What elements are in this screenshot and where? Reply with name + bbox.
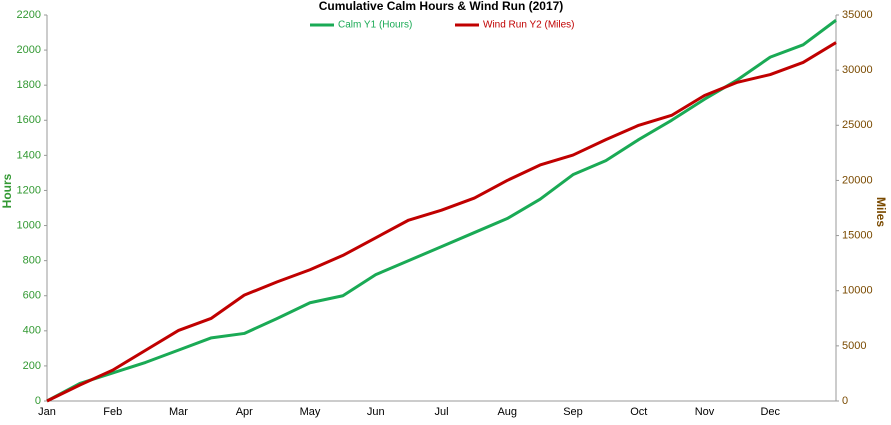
series-line [46, 41, 837, 403]
x-tick-label: Feb [103, 406, 122, 418]
x-tick-label: May [300, 406, 321, 418]
y2-tick-label: 20000 [842, 174, 873, 186]
y2-tick-label: 25000 [842, 119, 873, 131]
y2-tick-label: 15000 [842, 229, 873, 241]
y-tick-label: 1200 [17, 184, 41, 196]
x-tick-label: Mar [169, 406, 188, 418]
y-tick-label: 2000 [17, 44, 41, 56]
x-tick-label: Jan [38, 406, 56, 418]
series-line [46, 19, 837, 403]
y2-tick-label: 0 [842, 395, 848, 407]
y-tick-label: 800 [23, 255, 41, 267]
x-tick-label: Aug [497, 406, 517, 418]
y-tick-label: 1600 [17, 114, 41, 126]
x-tick-label: Nov [695, 406, 715, 418]
y-tick-label: 1000 [17, 219, 41, 231]
x-tick-label: Dec [760, 406, 780, 418]
y2-tick-label: 5000 [842, 340, 866, 352]
y2-tick-label: 35000 [842, 9, 873, 21]
y2-tick-label: 30000 [842, 64, 873, 76]
chart-title: Cumulative Calm Hours & Wind Run (2017) [319, 0, 564, 13]
y-tick-label: 200 [23, 360, 41, 372]
y-tick-label: 1800 [17, 79, 41, 91]
x-tick-label: Oct [630, 406, 647, 418]
y-tick-label: 1400 [17, 149, 41, 161]
legend-label: Calm Y1 (Hours) [338, 20, 412, 31]
legend-label: Wind Run Y2 (Miles) [483, 20, 575, 31]
x-tick-label: Jun [367, 406, 385, 418]
x-tick-label: Jul [434, 406, 448, 418]
y-tick-label: 2200 [17, 9, 41, 21]
y-tick-label: 0 [35, 395, 41, 407]
y-axis-label: Hours [0, 173, 14, 208]
y-tick-label: 600 [23, 290, 41, 302]
x-tick-label: Sep [563, 406, 583, 418]
y2-tick-label: 10000 [842, 285, 873, 297]
y-tick-label: 400 [23, 325, 41, 337]
x-tick-label: Apr [236, 406, 253, 418]
y2-axis-label: Miles [874, 197, 888, 227]
